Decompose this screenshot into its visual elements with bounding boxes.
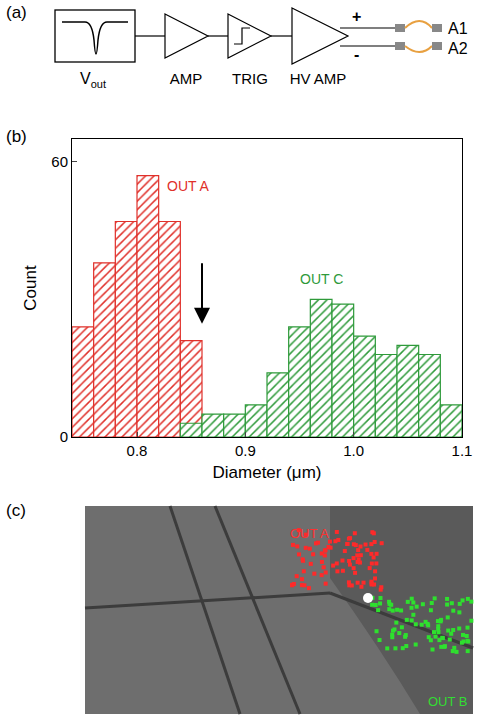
svg-text:60: 60	[51, 153, 68, 170]
svg-text:0.8: 0.8	[127, 442, 148, 459]
svg-text:+: +	[352, 8, 361, 25]
svg-text:OUT C: OUT C	[300, 271, 343, 287]
svg-text:OUT B: OUT B	[428, 694, 468, 709]
svg-text:0.9: 0.9	[235, 442, 256, 459]
svg-text:A1: A1	[448, 20, 468, 37]
svg-text:OUT A: OUT A	[290, 526, 329, 541]
svg-text:AMP: AMP	[170, 70, 203, 87]
svg-text:-: -	[354, 46, 359, 63]
svg-text:(a): (a)	[6, 3, 27, 22]
html-text:(b): (b)	[6, 127, 27, 146]
svg-text:OUT A: OUT A	[167, 178, 209, 194]
svg-text:TRIG: TRIG	[232, 70, 268, 87]
svg-text:0: 0	[60, 428, 68, 445]
svg-text:1.0: 1.0	[343, 442, 364, 459]
svg-text:Vout: Vout	[80, 70, 106, 90]
svg-text:(c): (c)	[6, 501, 26, 520]
svg-text:Diameter (μm): Diameter (μm)	[213, 463, 322, 482]
svg-text:A2: A2	[448, 40, 468, 57]
svg-text:HV AMP: HV AMP	[290, 70, 347, 87]
svg-text:1.1: 1.1	[452, 442, 473, 459]
svg-text:Count: Count	[21, 265, 40, 311]
